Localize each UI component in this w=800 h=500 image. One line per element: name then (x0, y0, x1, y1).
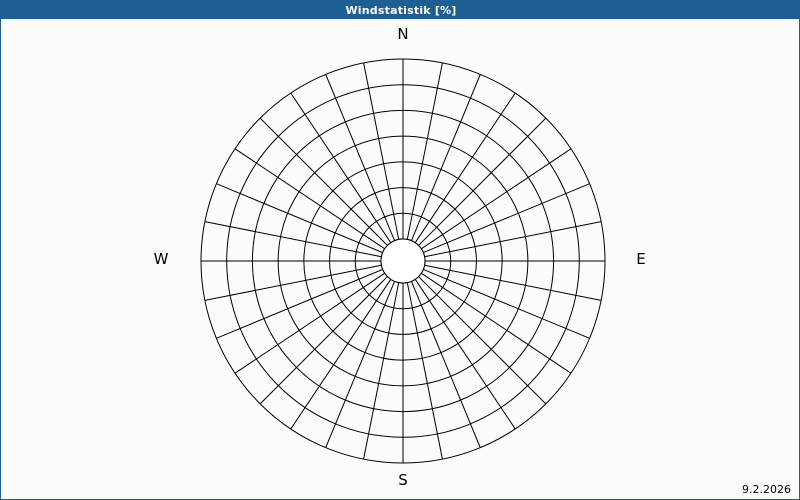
grid-spoke (363, 62, 400, 240)
grid-spoke (423, 268, 590, 339)
grid-spoke (216, 268, 383, 339)
grid-spoke (325, 281, 396, 448)
windrose-grid (200, 58, 606, 464)
grid-spoke (259, 276, 388, 405)
grid-spoke (421, 148, 572, 250)
grid-spoke (204, 221, 382, 258)
grid-spoke (204, 264, 382, 301)
axis-label-west: W (153, 250, 169, 268)
grid-spoke (325, 74, 396, 241)
grid-spoke (418, 117, 547, 246)
window-title: Windstatistik [%] (345, 3, 457, 17)
grid-spoke (259, 117, 388, 246)
grid-spoke (290, 279, 392, 430)
window-titlebar: Windstatistik [%] (1, 1, 799, 19)
center-hole (380, 238, 426, 284)
grid-spoke (410, 281, 481, 448)
date-stamp: 9.2.2026 (742, 483, 791, 496)
grid-spoke (290, 92, 392, 243)
grid-spoke (424, 221, 602, 258)
grid-spoke (234, 272, 385, 374)
axis-label-north: N (397, 25, 409, 43)
grid-spoke (406, 62, 443, 240)
grid-spoke (234, 148, 385, 250)
polar-grid-lines (200, 58, 606, 464)
grid-spoke (363, 282, 400, 460)
grid-spoke (421, 272, 572, 374)
grid-spoke (418, 276, 547, 405)
grid-spoke (423, 183, 590, 254)
grid-spoke (414, 92, 516, 243)
grid-spoke (216, 183, 383, 254)
windrose-plot-area: N E S W 9.2.2026 (1, 19, 799, 499)
axis-label-east: E (636, 250, 646, 268)
grid-spoke (424, 264, 602, 301)
grid-spoke (406, 282, 443, 460)
grid-spoke (414, 279, 516, 430)
axis-label-south: S (398, 471, 408, 489)
grid-spoke (410, 74, 481, 241)
